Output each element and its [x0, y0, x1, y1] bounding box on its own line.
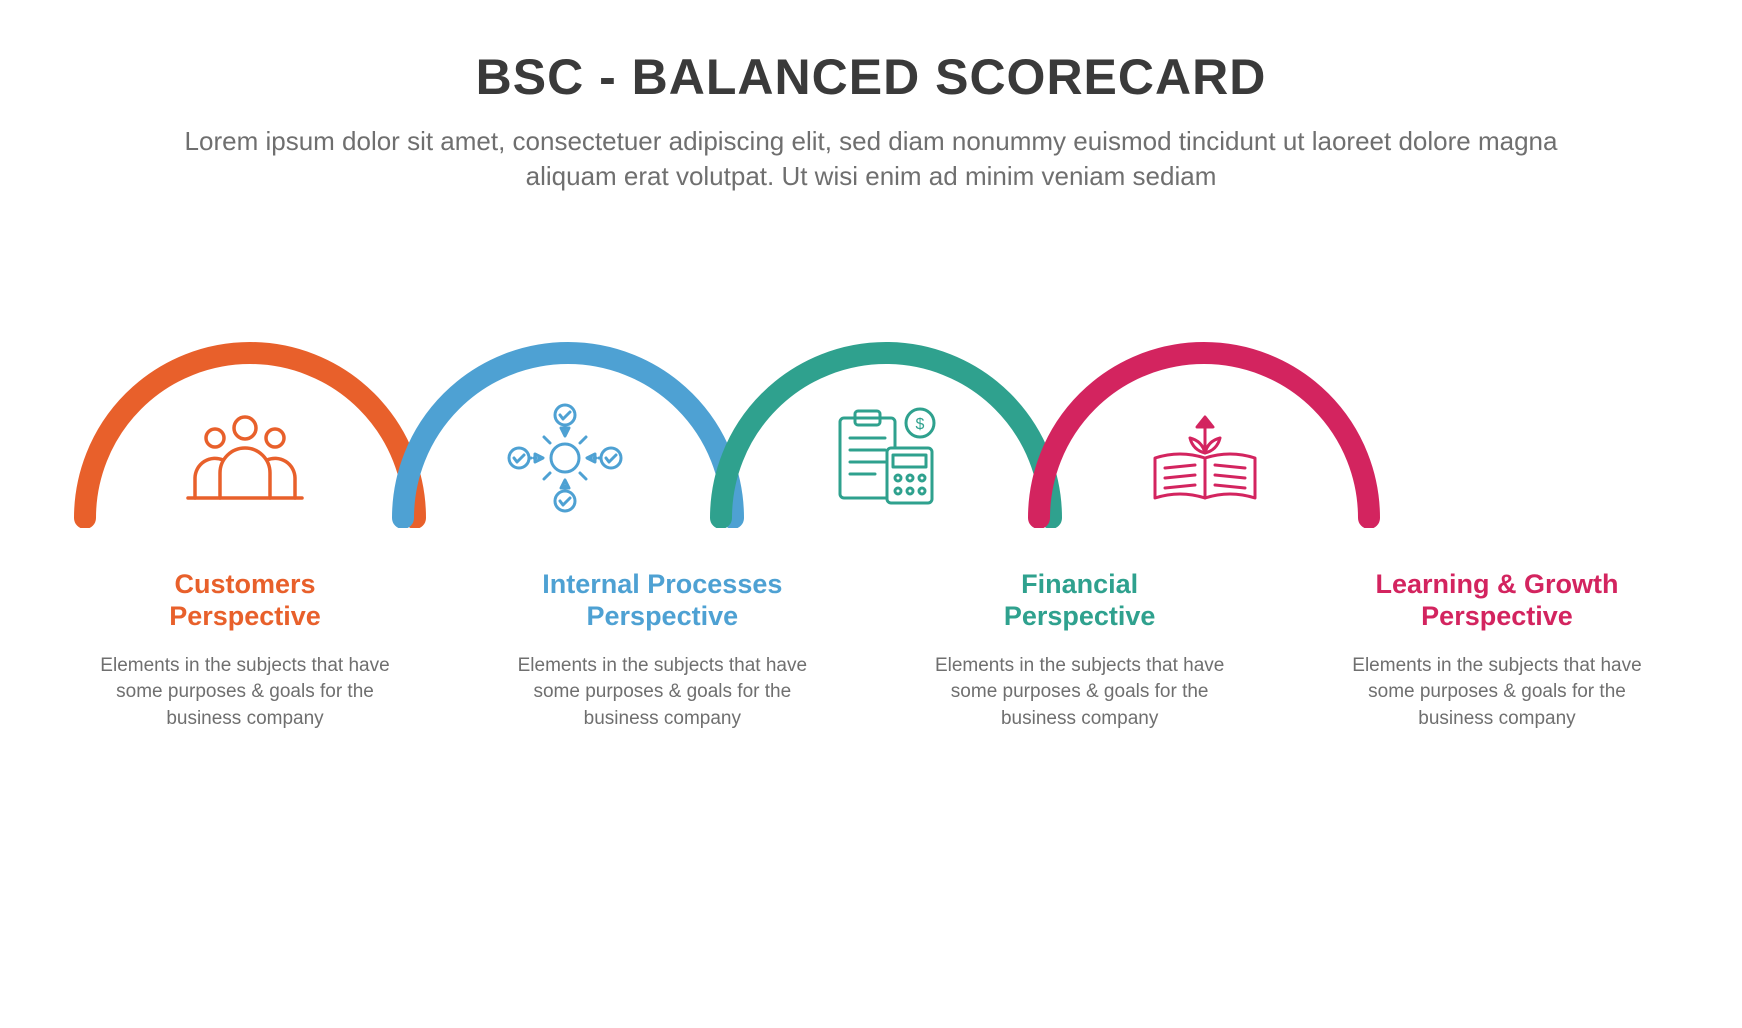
gear-checks-icon: [495, 398, 635, 518]
perspective-title: Financial Perspective: [915, 568, 1245, 633]
perspective-title: Internal Processes Perspective: [497, 568, 827, 633]
title-line2: Perspective: [169, 601, 321, 631]
perspective-desc: Elements in the subjects that have some …: [1332, 653, 1662, 733]
perspective-customers: Customers Perspective Elements in the su…: [80, 568, 410, 733]
perspective-desc: Elements in the subjects that have some …: [497, 653, 827, 733]
perspective-internal-processes: Internal Processes Perspective Elements …: [497, 568, 827, 733]
clipboard-calc-icon: $: [815, 398, 955, 518]
perspectives-row: Customers Perspective Elements in the su…: [80, 568, 1662, 733]
page-subtitle: Lorem ipsum dolor sit amet, consectetuer…: [161, 124, 1581, 194]
title-line2: Perspective: [1421, 601, 1573, 631]
perspective-desc: Elements in the subjects that have some …: [915, 653, 1245, 733]
title-line1: Customers: [174, 569, 315, 599]
perspective-title: Customers Perspective: [80, 568, 410, 633]
perspective-financial: Financial Perspective Elements in the su…: [915, 568, 1245, 733]
title-line1: Financial: [1021, 569, 1138, 599]
perspective-learning-growth: Learning & Growth Perspective Elements i…: [1332, 568, 1662, 733]
book-growth-icon: [1135, 398, 1275, 518]
page-title: BSC - BALANCED SCORECARD: [0, 48, 1742, 106]
perspective-title: Learning & Growth Perspective: [1332, 568, 1662, 633]
title-line1: Internal Processes: [542, 569, 782, 599]
perspective-desc: Elements in the subjects that have some …: [80, 653, 410, 733]
title-line2: Perspective: [1004, 601, 1156, 631]
title-line1: Learning & Growth: [1375, 569, 1618, 599]
title-line2: Perspective: [587, 601, 739, 631]
svg-text:$: $: [916, 416, 925, 433]
people-icon: [175, 398, 315, 518]
